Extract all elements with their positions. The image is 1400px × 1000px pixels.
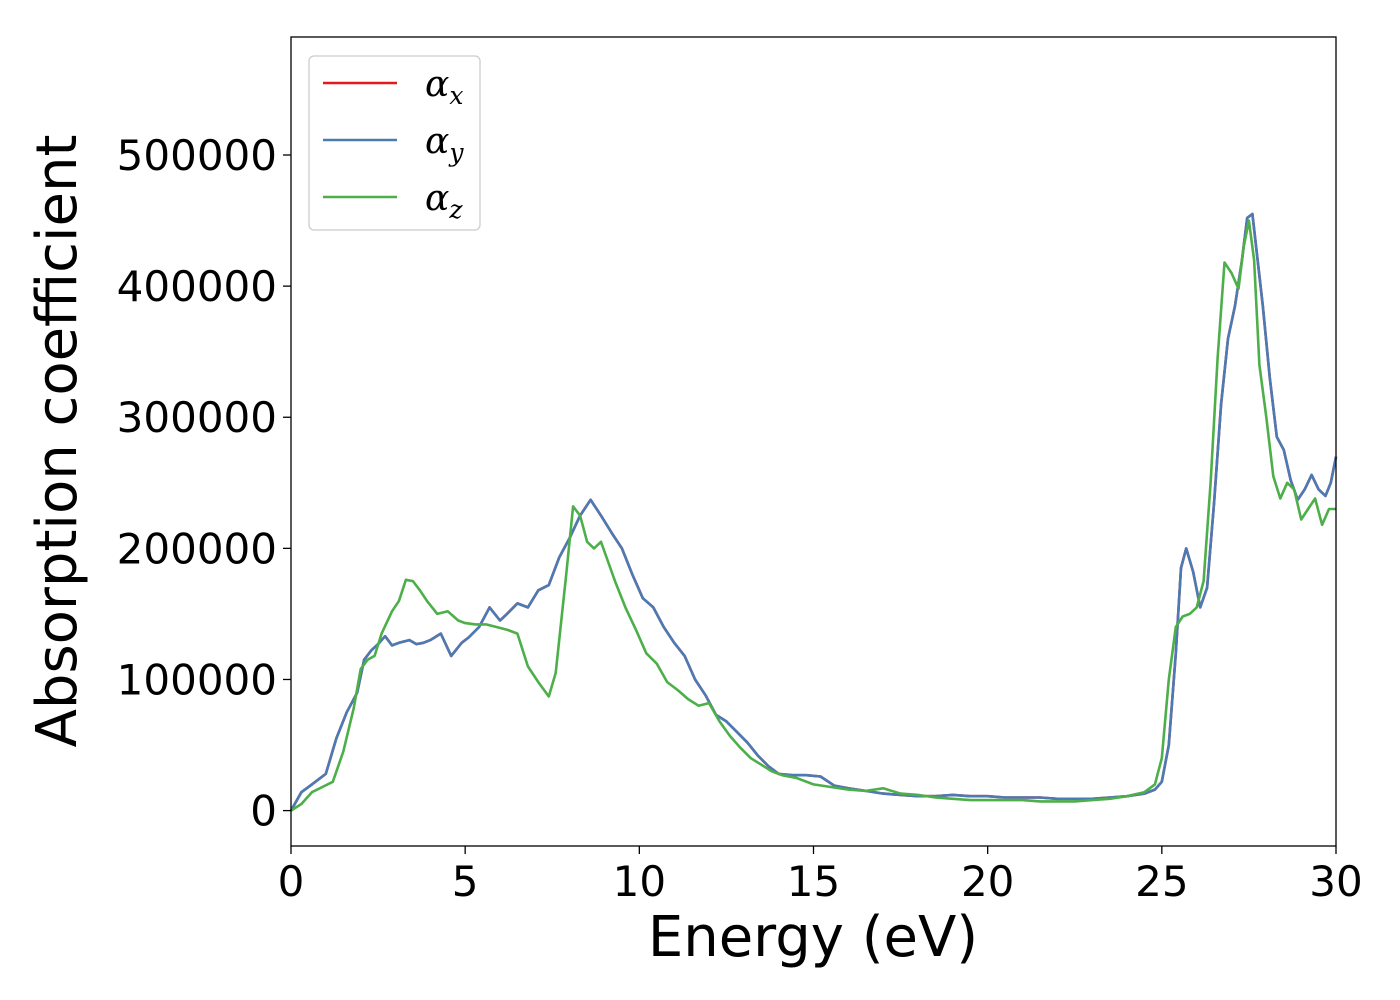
y-tick-label: 100000 [117,655,277,704]
x-axis-label: Energy (eV) [648,905,978,970]
y-tick-label: 300000 [117,393,277,442]
legend-box [308,55,481,231]
x-tick-label: 20 [961,857,1014,906]
y-tick-label: 0 [250,787,277,836]
y-tick-label: 500000 [117,131,277,180]
y-tick-label: 200000 [117,524,277,573]
x-tick-label: 10 [613,857,666,906]
x-axis: 0 5 10 15 20 25 30 [278,846,1363,906]
series-line-z [290,219,1336,812]
x-tick-label: 30 [1309,857,1362,906]
y-axis: 0 100000 200000 300000 400000 500000 [117,131,291,836]
x-tick-label: 5 [452,857,479,906]
x-tick-label: 25 [1135,857,1188,906]
x-tick-label: 0 [278,857,305,906]
y-axis-label: Absorption coefficient [25,135,90,748]
x-tick-label: 15 [787,857,840,906]
y-tick-label: 400000 [117,262,277,311]
series-layer [289,212,1338,812]
